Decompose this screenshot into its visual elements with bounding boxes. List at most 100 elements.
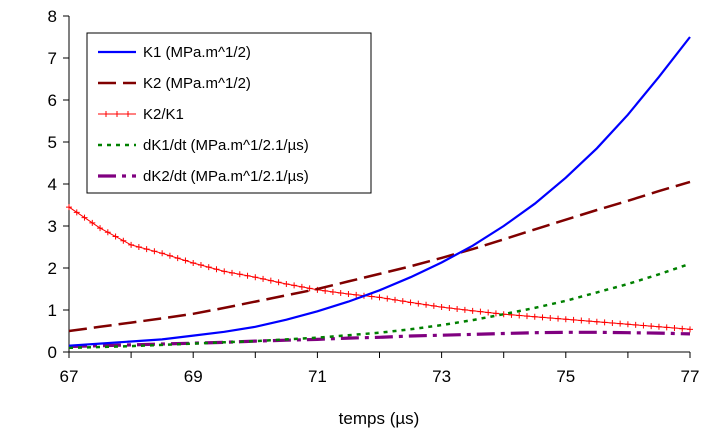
data-point-k2-k1 xyxy=(221,268,228,275)
data-point-k2-k1 xyxy=(586,318,593,325)
data-point-k2-k1 xyxy=(128,241,135,248)
data-point-k2-k1 xyxy=(236,271,243,278)
data-point-k2-k1 xyxy=(485,309,492,316)
data-point-k2-k1 xyxy=(104,229,111,236)
x-tick-label: 77 xyxy=(681,367,700,386)
legend-box xyxy=(86,32,372,194)
data-point-k2-k1 xyxy=(291,282,298,289)
data-point-k2-k1 xyxy=(182,257,189,264)
series-k2 xyxy=(68,180,691,333)
y-tick-label: 1 xyxy=(48,301,57,320)
y-tick-label: 5 xyxy=(48,133,57,152)
data-point-k2-k1 xyxy=(492,310,499,317)
data-point-k2-k1 xyxy=(89,219,96,226)
y-tick-label: 8 xyxy=(48,7,57,26)
data-point-k2-k1 xyxy=(337,289,344,296)
data-point-k2-k1 xyxy=(477,308,484,315)
data-point-k2-k1 xyxy=(624,321,631,328)
legend-label: K2 (MPa.m^1/2) xyxy=(143,75,251,92)
data-point-k2-k1 xyxy=(120,237,127,244)
data-point-k2-k1 xyxy=(648,323,655,330)
data-point-k2-k1 xyxy=(655,323,662,330)
data-point-k2-k1 xyxy=(213,266,220,273)
data-point-k2-k1 xyxy=(244,272,251,279)
data-point-k2-k1 xyxy=(81,214,88,221)
data-point-k2-k1 xyxy=(353,291,360,298)
data-point-k2-k1 xyxy=(539,314,546,321)
data-point-k2-k1 xyxy=(252,274,259,281)
x-tick-label: 67 xyxy=(60,367,79,386)
y-tick-label: 0 xyxy=(48,343,57,362)
data-point-k2-k1 xyxy=(135,244,142,250)
data-point-k2-k1 xyxy=(392,296,399,303)
y-tick-label: 6 xyxy=(48,91,57,110)
data-point-k2-k1 xyxy=(415,300,422,307)
series-line-dk1-dt xyxy=(68,262,691,350)
data-point-k2-k1 xyxy=(229,269,236,276)
series-line-k1 xyxy=(68,36,691,347)
data-point-k2-k1 xyxy=(322,287,329,294)
series-dk2-dt xyxy=(68,330,691,349)
x-tick-label: 73 xyxy=(432,367,451,386)
legend-label: dK1/dt (MPa.m^1/2.1/µs) xyxy=(143,137,309,154)
data-point-k2-k1 xyxy=(260,275,267,282)
data-point-k2-k1 xyxy=(632,321,639,328)
series-dk1-dt xyxy=(68,262,691,350)
data-point-k2-k1 xyxy=(593,318,600,325)
y-tick-label: 2 xyxy=(48,259,57,278)
y-tick-label: 7 xyxy=(48,49,57,68)
data-point-k2-k1 xyxy=(438,304,445,311)
data-point-k2-k1 xyxy=(547,314,554,321)
data-point-k2-k1 xyxy=(640,322,647,329)
legend-marker xyxy=(114,111,120,117)
data-point-k2-k1 xyxy=(275,279,282,286)
x-tick-label: 75 xyxy=(556,367,575,386)
x-ticks: 67 69 71 73 75 77 xyxy=(60,352,700,386)
series-line-k2-k1 xyxy=(68,206,691,330)
series-k1 xyxy=(68,36,691,347)
legend-marker xyxy=(103,111,109,117)
data-point-k2-k1 xyxy=(329,288,336,295)
data-point-k2-k1 xyxy=(555,315,562,322)
data-point-k2-k1 xyxy=(562,316,569,323)
data-point-k2-k1 xyxy=(283,280,290,287)
data-point-k2-k1 xyxy=(298,283,305,290)
data-point-k2-k1 xyxy=(516,312,523,319)
legend-label: dK2/dt (MPa.m^1/2.1/µs) xyxy=(143,168,309,185)
data-point-k2-k1 xyxy=(407,299,414,306)
series-layer xyxy=(66,36,693,350)
data-point-k2-k1 xyxy=(609,320,616,327)
data-point-k2-k1 xyxy=(671,325,678,332)
x-axis-title: temps (µs) xyxy=(339,409,420,428)
data-point-k2-k1 xyxy=(469,307,476,314)
legend-marker xyxy=(125,111,131,117)
data-point-k2-k1 xyxy=(523,313,530,320)
data-point-k2-k1 xyxy=(267,277,274,284)
x-tick-label: 71 xyxy=(308,367,327,386)
series-line-dk2-dt xyxy=(68,330,691,349)
data-point-k2-k1 xyxy=(687,326,693,333)
data-point-k2-k1 xyxy=(97,225,104,232)
data-point-k2-k1 xyxy=(578,317,585,324)
data-point-k2-k1 xyxy=(73,209,80,216)
data-point-k2-k1 xyxy=(454,305,461,312)
data-point-k2-k1 xyxy=(159,250,166,257)
data-point-k2-k1 xyxy=(143,246,150,253)
data-point-k2-k1 xyxy=(663,324,670,331)
x-tick-label: 69 xyxy=(184,367,203,386)
data-point-k2-k1 xyxy=(345,291,352,298)
data-point-k2-k1 xyxy=(112,233,119,240)
legend-label: K2/K1 xyxy=(143,106,184,123)
data-point-k2-k1 xyxy=(461,306,468,313)
data-point-k2-k1 xyxy=(190,259,197,266)
data-point-k2-k1 xyxy=(430,302,437,309)
data-point-k2-k1 xyxy=(531,313,538,320)
data-point-k2-k1 xyxy=(376,294,383,301)
data-point-k2-k1 xyxy=(399,298,406,305)
data-point-k2-k1 xyxy=(617,320,624,327)
data-point-k2-k1 xyxy=(423,301,430,308)
legend: K1 (MPa.m^1/2) K2 (MPa.m^1/2) K2/K1 dK1/dt … xyxy=(86,32,372,194)
data-point-k2-k1 xyxy=(197,262,204,269)
data-point-k2-k1 xyxy=(174,255,181,262)
series-k2-k1 xyxy=(66,204,693,333)
